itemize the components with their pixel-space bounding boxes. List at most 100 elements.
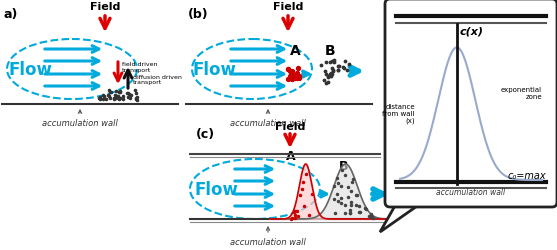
Point <box>95 97 104 101</box>
Point <box>328 60 336 64</box>
Text: a): a) <box>4 8 18 21</box>
Point <box>123 92 131 96</box>
Text: accumulation wall: accumulation wall <box>42 118 118 128</box>
Point <box>330 59 339 63</box>
Point <box>329 70 338 74</box>
Point <box>292 72 301 76</box>
Polygon shape <box>380 197 430 232</box>
Text: distance
from wall
(x): distance from wall (x) <box>383 103 415 124</box>
Point <box>115 96 124 100</box>
Point <box>130 89 139 93</box>
Point <box>324 75 333 79</box>
Point <box>115 98 124 102</box>
Point <box>104 93 113 97</box>
Point <box>287 70 296 74</box>
Text: Flow: Flow <box>8 61 52 79</box>
Point <box>325 74 334 78</box>
Point <box>119 98 128 102</box>
Point <box>124 91 133 95</box>
Point <box>323 80 332 84</box>
Point <box>285 70 294 73</box>
Text: (b): (b) <box>188 8 209 21</box>
Point <box>283 77 292 81</box>
Point <box>107 90 116 94</box>
Text: exponential
zone: exponential zone <box>501 87 542 100</box>
Point <box>110 97 119 101</box>
Point <box>328 72 336 76</box>
Point <box>100 97 109 101</box>
Point <box>320 78 329 82</box>
Point <box>322 60 331 64</box>
Point <box>287 73 296 77</box>
Text: Flow: Flow <box>192 61 236 79</box>
Point <box>339 66 348 70</box>
Text: Field: Field <box>90 2 120 12</box>
Text: accumulation wall: accumulation wall <box>230 237 306 246</box>
Point <box>99 97 108 101</box>
Text: A: A <box>286 150 296 162</box>
Text: B: B <box>325 44 336 58</box>
Point <box>131 91 140 95</box>
Point <box>115 91 124 95</box>
Point <box>283 68 292 71</box>
Point <box>114 95 123 99</box>
Point <box>334 69 343 73</box>
Point <box>294 67 302 71</box>
Text: A: A <box>290 44 301 58</box>
Point <box>327 75 336 79</box>
Point <box>96 98 105 102</box>
Text: c(x): c(x) <box>460 27 484 37</box>
Point <box>110 96 119 100</box>
Point <box>95 95 104 99</box>
Text: B: B <box>339 159 349 172</box>
Point <box>283 68 292 71</box>
Text: accumulation wall: accumulation wall <box>230 118 306 128</box>
Point <box>341 60 350 64</box>
Point <box>329 61 338 65</box>
Point <box>326 72 335 76</box>
Point <box>125 93 134 97</box>
Point <box>317 64 326 68</box>
Point <box>126 94 135 98</box>
Text: accumulation wall: accumulation wall <box>437 188 506 197</box>
Point <box>333 65 342 69</box>
Point <box>329 69 338 73</box>
Text: diffusion driven
transport: diffusion driven transport <box>133 74 182 85</box>
Point <box>132 97 141 101</box>
Point <box>321 73 330 77</box>
Text: c₀=max: c₀=max <box>507 170 546 180</box>
Point <box>335 64 344 68</box>
Point <box>106 97 115 101</box>
Point <box>334 68 343 72</box>
Point <box>112 97 121 101</box>
Point <box>133 98 141 102</box>
Point <box>294 77 303 81</box>
Point <box>322 82 331 86</box>
Point <box>99 94 108 98</box>
Text: (c): (c) <box>196 128 215 140</box>
Text: Field: Field <box>273 2 303 12</box>
Text: Flow: Flow <box>194 180 238 198</box>
Point <box>110 94 119 98</box>
Point <box>131 97 140 101</box>
Point <box>105 89 114 93</box>
Point <box>327 71 336 75</box>
Point <box>112 90 121 94</box>
Point <box>292 77 301 81</box>
Point <box>125 97 134 101</box>
Point <box>342 68 351 72</box>
Text: field driven
transport: field driven transport <box>122 62 158 72</box>
Point <box>98 94 107 98</box>
Point <box>324 76 333 80</box>
Point <box>328 66 336 70</box>
Point <box>321 70 330 74</box>
Text: Field: Field <box>275 122 305 132</box>
Point <box>295 75 304 79</box>
Point <box>102 97 111 101</box>
Point <box>286 75 295 79</box>
Point <box>113 95 122 99</box>
Point <box>133 96 141 100</box>
Point <box>289 72 297 76</box>
Point <box>115 90 124 94</box>
Point <box>114 90 123 94</box>
